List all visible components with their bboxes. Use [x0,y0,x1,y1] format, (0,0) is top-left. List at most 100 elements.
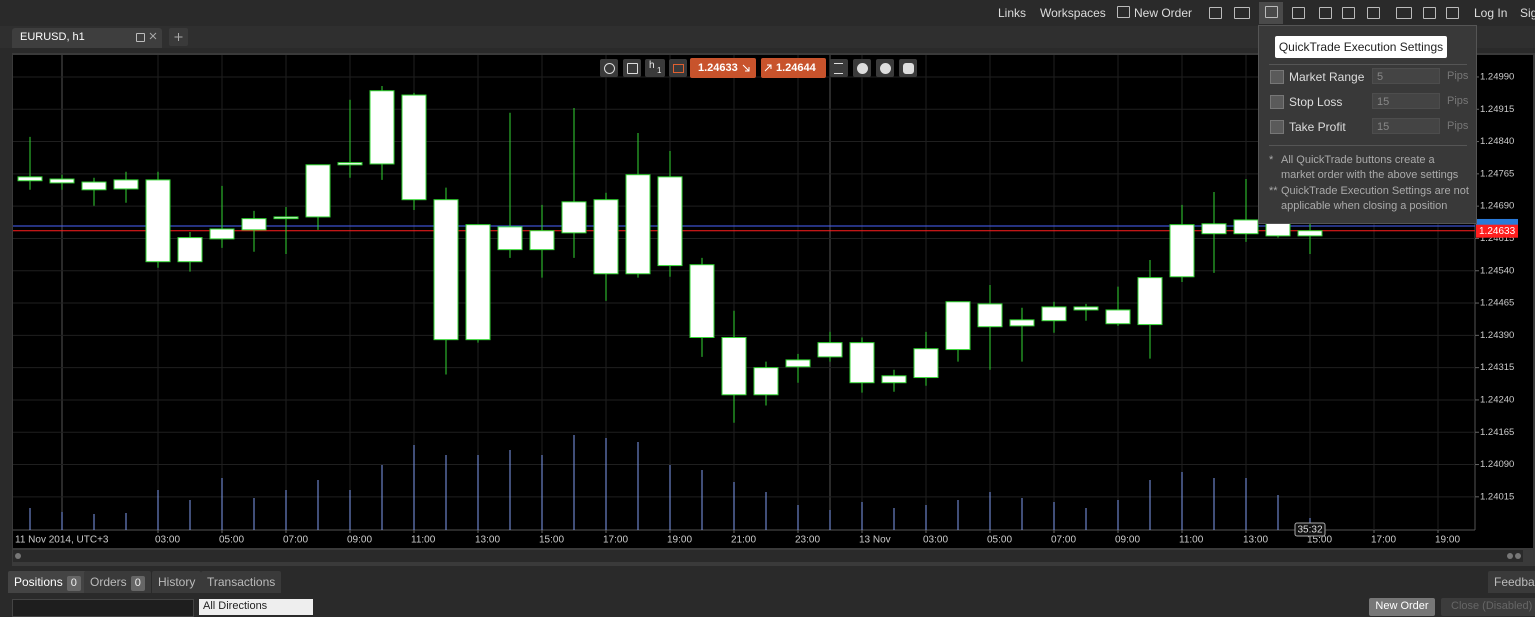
quicktrade-icon[interactable] [1265,6,1278,18]
feedback-tab[interactable]: Feedback [1488,571,1535,593]
candle-body [177,237,203,263]
y-tick-label: 1.24240 [1480,394,1514,405]
add-tab-button[interactable] [169,28,188,46]
scroll-handle[interactable] [1515,553,1521,559]
toolbar-icon[interactable] [1342,7,1355,19]
tab-row [0,26,1535,48]
x-tick-label: 17:00 [1371,535,1396,546]
divider [1269,145,1467,146]
y-tick-label: 1.24915 [1480,104,1514,115]
scrollbar-track[interactable] [13,550,1523,562]
positions-tab[interactable]: Positions 0 [8,571,87,593]
links-link[interactable]: Links [998,6,1027,20]
y-tick-label: 1.24165 [1480,427,1514,438]
new-order-button[interactable]: New Order [1369,598,1435,616]
x-tick-label: 15:00 [1307,535,1332,546]
toolbar-icon[interactable] [1319,7,1332,19]
note-text: All QuickTrade buttons create a market o… [1281,154,1459,181]
countdown-box [1294,522,1326,537]
share-button[interactable] [876,59,894,77]
social-button[interactable] [853,59,871,77]
sell-button[interactable]: 1.24633 [690,58,756,78]
toolbar-icon[interactable] [1234,7,1250,19]
chart-type-button[interactable] [669,59,687,77]
x-tick-label: 09:00 [347,535,372,546]
row-label: Market Range [1289,70,1365,84]
x-tick-label: 07:00 [1051,535,1076,546]
candle-body [1073,306,1099,311]
settings-button[interactable] [623,59,641,77]
x-tick-label: 13 Nov [859,535,891,546]
candle-body [145,179,171,263]
period-value: 1 [657,66,662,75]
y-tick-label: 1.24990 [1480,71,1514,82]
sell-price: 1.24633 [698,62,738,74]
y-tick-label: 1.24090 [1480,459,1514,470]
candle-body [241,218,267,231]
orders-tab[interactable]: Orders 0 [84,571,151,593]
close-button: Close (Disabled) [1441,598,1535,616]
history-tab[interactable]: History [152,571,202,593]
candle-body [593,199,619,275]
price-axis [1475,55,1533,530]
search-input[interactable] [12,599,194,617]
y-tick-label: 1.24765 [1480,168,1514,179]
scroll-handle[interactable] [1507,553,1513,559]
direction-filter[interactable]: All Directions [199,599,313,615]
row-unit: Pips [1447,70,1469,82]
candle-body [1233,219,1259,235]
detach-icon[interactable] [136,33,145,42]
period-button[interactable]: h 1 [645,59,665,77]
market-range-checkbox[interactable] [1270,70,1284,84]
toolbar-icon[interactable] [1292,7,1305,19]
x-tick-label: 07:00 [283,535,308,546]
row-input[interactable]: 15 [1372,93,1440,109]
chart-tab[interactable] [12,28,162,48]
new-order-link[interactable]: New Order [1134,6,1193,20]
buy-button[interactable]: 1.24644 [761,58,826,78]
toolbar-icon[interactable] [1446,7,1459,19]
row-input[interactable]: 15 [1372,118,1440,134]
candle-body [1137,277,1163,326]
tab-count: 0 [130,576,145,591]
tab-label: Positions [14,575,63,589]
x-tick-label: 03:00 [923,535,948,546]
candle-body [1105,309,1131,325]
candle-body [753,367,779,396]
list-button[interactable] [830,59,848,77]
buy-price: 1.24644 [776,62,816,74]
close-tab-icon[interactable] [149,29,157,43]
workspaces-link[interactable]: Workspaces [1040,6,1106,20]
zoom-button[interactable] [600,59,618,77]
scroll-handle[interactable] [15,553,21,559]
y-tick-label: 1.24465 [1480,298,1514,309]
take-profit-checkbox[interactable] [1270,120,1284,134]
profile-button[interactable] [899,59,917,77]
candle-body [721,337,747,396]
signup-link[interactable]: Sign Up [1520,6,1535,20]
bid-label-box [1476,224,1518,238]
x-tick-label: 03:00 [155,535,180,546]
toolbar-icon[interactable] [1423,7,1436,19]
x-tick-label: 13:00 [1243,535,1268,546]
candle-body [977,303,1003,328]
transactions-tab[interactable]: Transactions [201,571,282,593]
toolbar-icon[interactable] [1209,7,1222,19]
stop-loss-checkbox[interactable] [1270,95,1284,109]
x-tick-label: 17:00 [603,535,628,546]
row-input[interactable]: 5 [1372,68,1440,84]
countdown: 35:32 [1297,525,1322,536]
candle-body [657,176,683,267]
candle-body [337,162,363,166]
candle-body [1009,319,1035,327]
row-unit: Pips [1447,120,1469,132]
sell-arrow [742,64,750,72]
toolbar-icon[interactable] [1367,7,1380,19]
login-link[interactable]: Log In [1474,6,1508,20]
x-tick-label: 05:00 [987,535,1012,546]
candle-body [817,342,843,358]
note-marker: ** [1269,185,1278,197]
toolbar-icon[interactable] [1396,7,1412,19]
popup-title: QuickTrade Execution Settings [1275,36,1447,58]
